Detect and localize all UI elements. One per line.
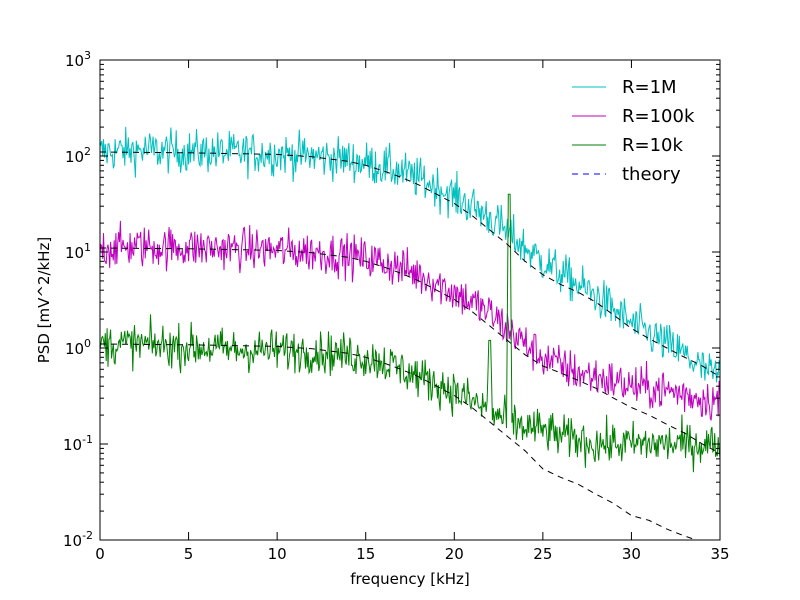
y-tick-label: 101 [65,241,91,262]
series-line-r-100k [100,220,720,421]
legend-label-r-1m: R=1M [622,77,677,98]
y-axis-label: PSD [mV^2/kHz] [35,237,53,363]
y-tick-label: 100 [65,337,91,358]
y-tick-label: 103 [65,49,91,70]
series-line-r-1m [100,126,720,383]
legend-label-r-100k: R=100k [622,106,695,127]
x-tick-label: 20 [445,545,464,563]
x-tick-label: 15 [356,545,375,563]
x-tick-label: 5 [184,545,194,563]
x-tick-label: 0 [95,545,105,563]
x-tick-label: 35 [710,545,729,563]
plot-frame [99,59,721,541]
theory-curve-3 [100,343,698,540]
legend-label-r-10k: R=10k [622,135,683,156]
plot-area [100,126,720,540]
y-tick-label: 10-2 [63,529,93,550]
theory-curve-2 [100,247,720,454]
legend-label-theory: theory [622,164,681,185]
x-tick-label: 10 [268,545,287,563]
y-tick-label: 10-1 [63,433,93,454]
y-tick-label: 102 [65,145,91,166]
x-tick-label: 25 [533,545,552,563]
axis-ticks: 0 5 10 15 20 25 30 35 10-2 10-1 100 101 102 103 [63,49,730,563]
x-axis-label: frequency [kHz] [350,570,470,588]
theory-curve-1 [100,151,720,378]
legend: R=1M R=100k R=10k theory [572,77,695,185]
x-tick-label: 30 [622,545,641,563]
